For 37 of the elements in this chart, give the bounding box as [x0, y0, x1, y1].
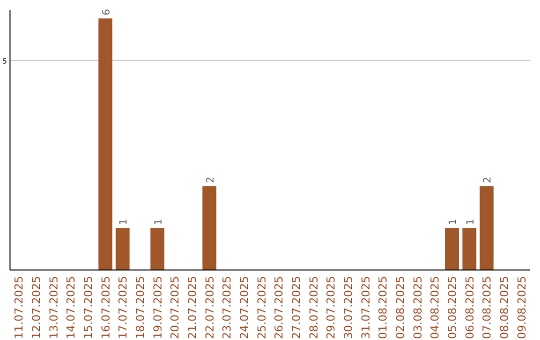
x-tick-label: 26.07.2025 — [272, 276, 286, 339]
x-tick-label: 07.08.2025 — [480, 276, 494, 339]
data-label: 2 — [205, 176, 216, 184]
x-tick-label: 03.08.2025 — [411, 276, 424, 339]
data-label: 1 — [448, 218, 459, 226]
x-tick-label: 29.07.2025 — [324, 276, 338, 339]
x-tick-label: 31.07.2025 — [359, 276, 372, 339]
x-tick-label: 14.07.2025 — [64, 276, 78, 339]
data-label: 2 — [482, 176, 494, 184]
x-tick-label: 25.07.2025 — [255, 276, 268, 339]
x-tick-label: 19.07.2025 — [151, 276, 164, 339]
x-tick-label: 13.07.2025 — [47, 276, 60, 339]
x-tick-label: 11.07.2025 — [12, 276, 26, 339]
x-tick-label: 15.07.2025 — [82, 276, 95, 339]
x-tick-label: 17.07.2025 — [116, 276, 130, 339]
x-tick-label: 22.07.2025 — [203, 276, 216, 339]
x-tick-label: 12.07.2025 — [30, 276, 43, 339]
x-tick-label: 27.07.2025 — [290, 276, 303, 339]
data-label: 1 — [153, 218, 164, 226]
data-label: 6 — [101, 9, 112, 16]
x-tick-label: 21.07.2025 — [186, 276, 199, 339]
x-tick-label: 16.07.2025 — [99, 276, 112, 339]
x-tick-label: 24.07.2025 — [238, 276, 251, 339]
x-tick-label: 06.08.2025 — [463, 276, 476, 339]
x-tick-label: 01.08.2025 — [376, 276, 390, 339]
x-tick-label: 18.07.2025 — [134, 276, 147, 339]
x-tick-label: 23.07.2025 — [220, 276, 234, 339]
data-label: 1 — [118, 218, 130, 226]
x-tick-label: 04.08.2025 — [428, 276, 442, 339]
data-label: 1 — [465, 218, 476, 226]
x-tick-label: 08.08.2025 — [498, 276, 511, 339]
x-tick-label: 05.08.2025 — [446, 276, 459, 339]
x-tick-label: 02.08.2025 — [394, 276, 407, 339]
x-tick-label: 30.07.2025 — [342, 276, 355, 339]
x-tick-label: 09.08.2025 — [515, 276, 528, 339]
x-tick-label: 28.07.2025 — [307, 276, 320, 339]
x-tick-label: 20.07.2025 — [168, 276, 182, 339]
